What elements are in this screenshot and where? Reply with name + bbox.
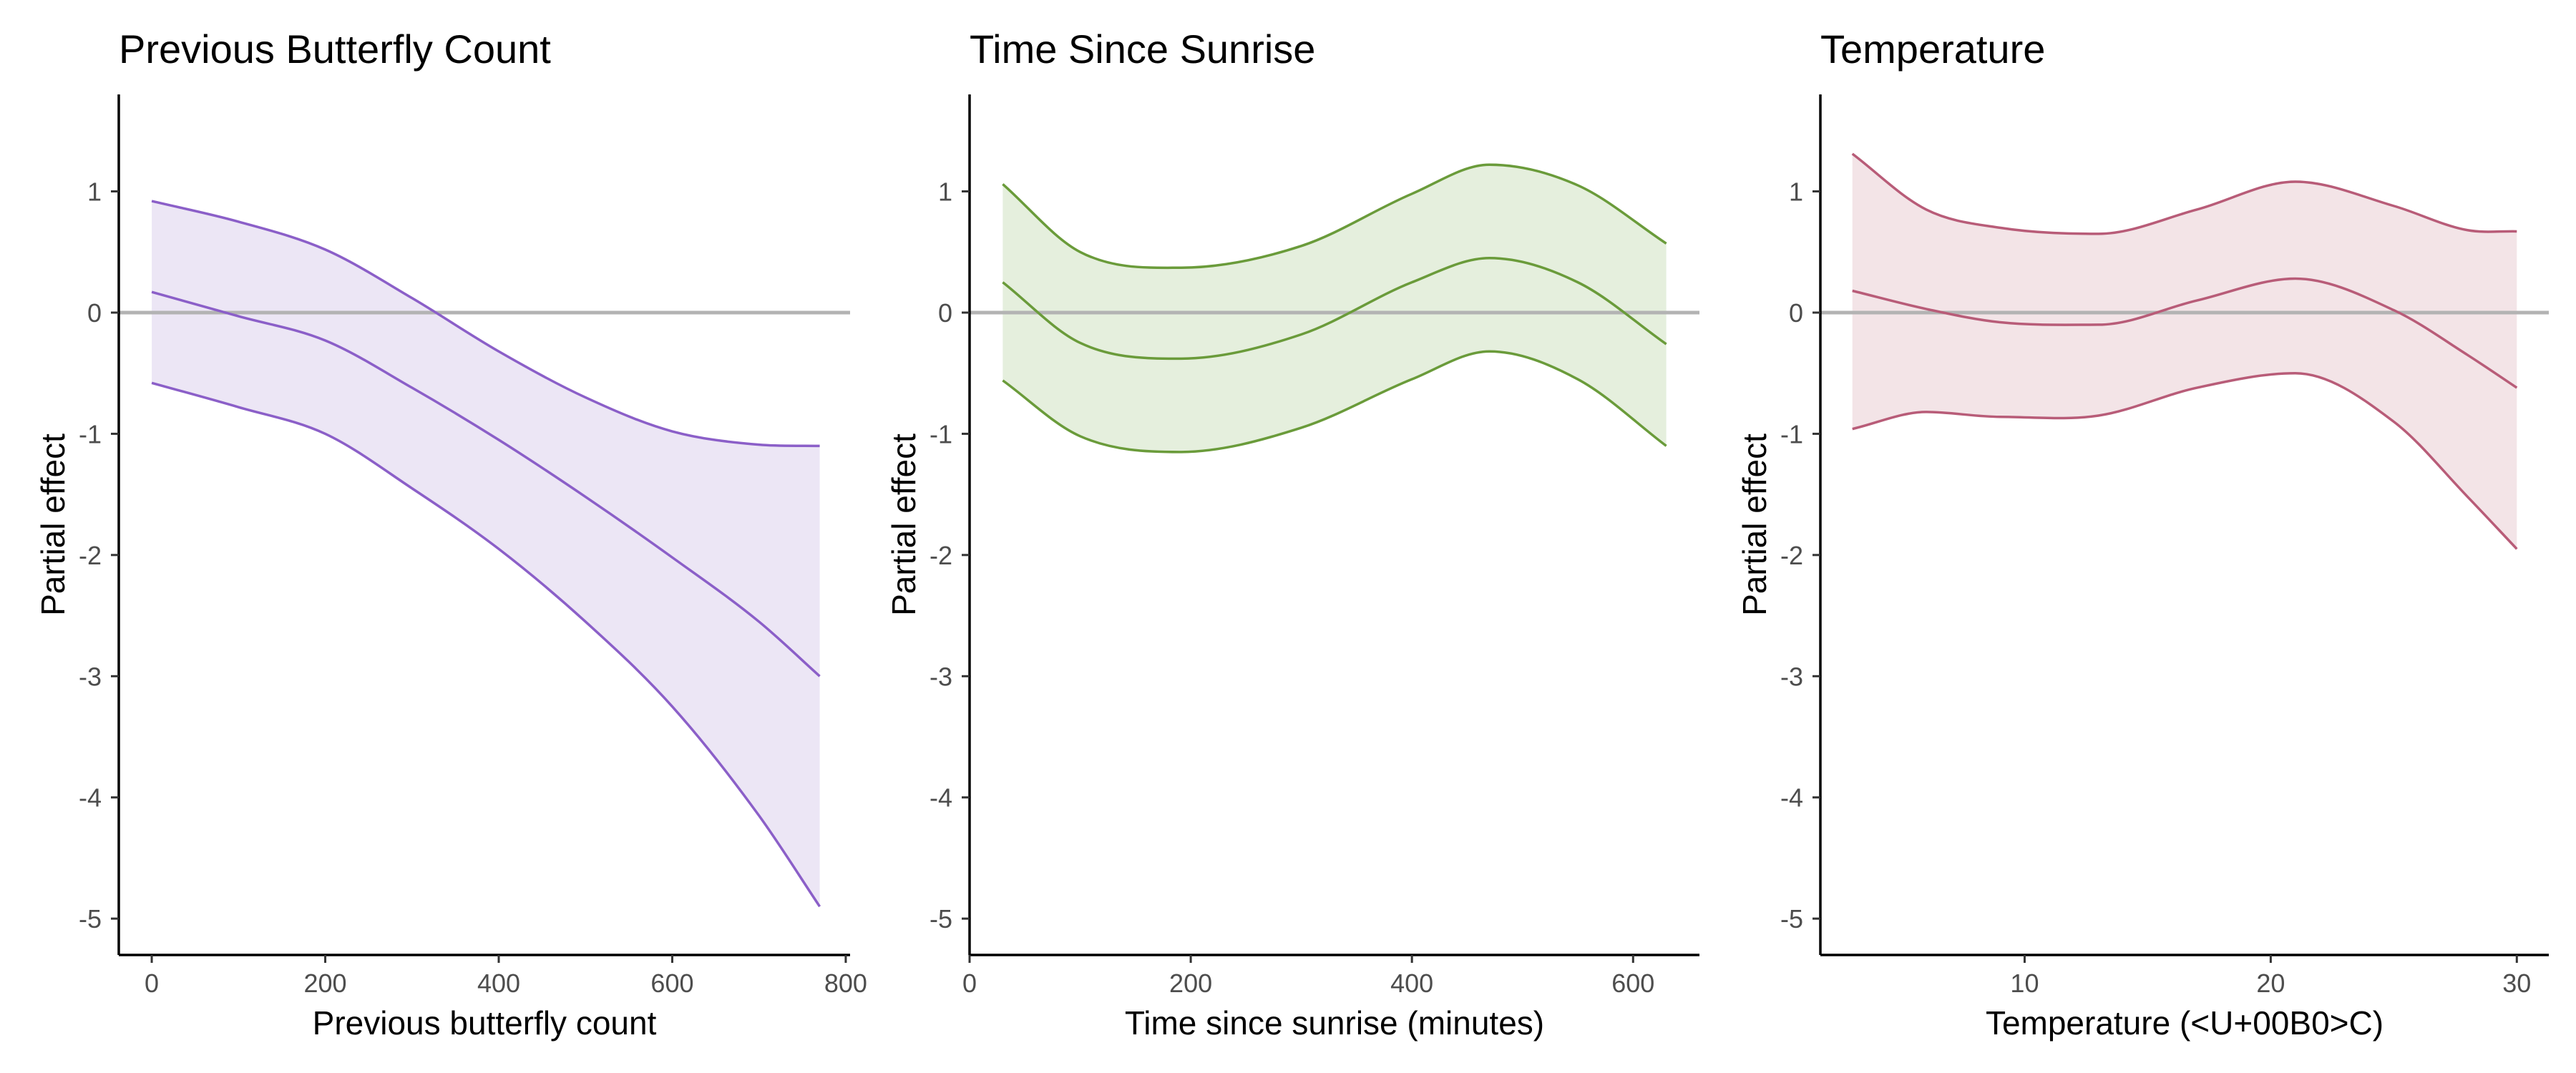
series-line-upper [1002, 163, 1667, 270]
confidence-band [152, 201, 820, 907]
series-line-estimate [151, 290, 821, 677]
y-tick-label: -4 [79, 783, 102, 813]
panel-title: Time Since Sunrise [970, 26, 1315, 72]
y-tick-label: -2 [79, 541, 102, 570]
x-tick-label: 600 [650, 969, 693, 998]
confidence-band [1852, 154, 2517, 549]
panel-title: Previous Butterfly Count [119, 26, 551, 72]
panel-title: Temperature [1820, 26, 2045, 72]
series-line-lower [1852, 371, 2518, 550]
series-line-estimate [1852, 277, 2518, 389]
y-axis-title: Partial effect [1736, 433, 1773, 616]
y-tick-label: 0 [87, 298, 102, 328]
y-tick-label: -4 [1780, 783, 1803, 813]
y-tick-label: 1 [87, 177, 102, 207]
y-tick-label: -3 [79, 662, 102, 691]
x-tick-label: 800 [824, 969, 867, 998]
y-tick-label: -1 [930, 419, 952, 449]
x-axis-title: Temperature (<U+00B0>C) [1986, 1004, 2384, 1042]
y-tick-label: -5 [930, 904, 952, 934]
x-tick-label: 400 [1390, 969, 1433, 998]
y-axis-title: Partial effect [885, 433, 922, 616]
y-tick-label: 1 [938, 177, 952, 207]
y-tick-label: -4 [930, 783, 952, 813]
y-tick-label: 0 [1789, 298, 1803, 328]
chart-panel-1: 1 0 -1 -2 -3 -4 -5 0 200 400 600 800 Previous Butter… [34, 26, 867, 1042]
x-tick-label: 0 [145, 969, 159, 998]
x-tick-label: 600 [1611, 969, 1654, 998]
x-tick-label: 0 [962, 969, 977, 998]
y-tick-label: 0 [938, 298, 952, 328]
x-axis-title: Previous butterfly count [313, 1004, 657, 1042]
x-axis-title: Time since sunrise (minutes) [1125, 1004, 1544, 1042]
y-tick-label: -3 [930, 662, 952, 691]
y-tick-label: -5 [1780, 904, 1803, 934]
series-line-upper [1851, 152, 2517, 235]
chart-panel-3: 10-1-2-3-4-510 20 30TemperatureTemperature… [1736, 26, 2549, 1042]
y-tick-label: -2 [1780, 541, 1803, 570]
x-tick-label: 20 [2256, 969, 2285, 998]
y-tick-label: -5 [79, 904, 102, 934]
x-tick-label: 30 [2502, 969, 2531, 998]
x-tick-label: 400 [477, 969, 520, 998]
y-axis-title: Partial effect [34, 433, 72, 616]
y-tick-label: -3 [1780, 662, 1803, 691]
chart-panel-2: 1 0 -1 -2 -3 -4 -5 0 200 400 600 Time Since Sunrise… [885, 26, 1699, 1042]
y-tick-label: -1 [1780, 419, 1803, 449]
y-tick-label: 1 [1789, 177, 1803, 207]
series-line-estimate [1002, 256, 1667, 361]
series-line-lower [1002, 350, 1667, 454]
x-tick-label: 200 [1169, 969, 1212, 998]
x-tick-label: 10 [2010, 969, 2039, 998]
series-line-upper [151, 200, 820, 448]
confidence-band [1002, 165, 1667, 452]
series-line-lower [151, 381, 821, 908]
x-tick-label: 200 [303, 969, 346, 998]
y-tick-label: -2 [930, 541, 952, 570]
y-tick-label: -1 [79, 419, 102, 449]
